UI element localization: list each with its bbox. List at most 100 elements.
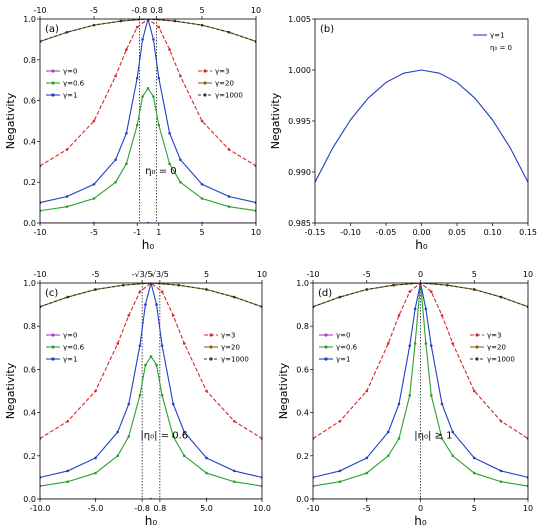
data-point xyxy=(152,38,155,41)
data-point xyxy=(472,471,476,475)
legend-note: η₀ = 0 xyxy=(490,44,512,52)
legend-entry: γ=0 xyxy=(319,332,350,340)
data-point xyxy=(232,419,236,423)
legend-marker xyxy=(51,345,55,349)
top-x-tick-label: √3/5 xyxy=(151,270,169,279)
legend-entry: γ=1000 xyxy=(470,356,515,364)
x-tick-label: 0.15 xyxy=(519,228,537,237)
data-point xyxy=(168,162,171,166)
data-point xyxy=(121,283,125,287)
legend-label: γ=20 xyxy=(215,80,234,88)
x-tick-label: 0.8 xyxy=(154,504,167,513)
data-point xyxy=(135,76,139,80)
data-point xyxy=(179,74,182,78)
panel-tag: (d) xyxy=(318,288,332,299)
series-group xyxy=(40,283,262,499)
series-line xyxy=(40,283,262,478)
data-point xyxy=(499,480,503,484)
legend-entry: γ=0.6 xyxy=(319,344,358,352)
data-point xyxy=(94,389,97,393)
y-tick-label: 1.005 xyxy=(288,15,311,24)
data-point xyxy=(152,95,155,98)
y-tick-label: 1.000 xyxy=(288,66,311,75)
x-tick-label: 1 xyxy=(156,228,161,237)
x-tick-label: -0.10 xyxy=(340,228,361,237)
legend-entry: γ=1 xyxy=(473,32,504,40)
x-tick-label: -0.05 xyxy=(376,228,397,237)
data-point xyxy=(338,419,342,423)
top-x-tick-label: 5 xyxy=(204,270,209,279)
data-point xyxy=(65,205,69,208)
series-line xyxy=(40,355,262,487)
annotation: |η₀| ≥ 1 xyxy=(414,431,452,442)
data-point xyxy=(424,342,428,345)
data-point xyxy=(386,430,390,434)
legend-entry: γ=0.6 xyxy=(46,80,85,88)
legend-label: γ=20 xyxy=(221,344,240,352)
y-axis-label: Negativity xyxy=(277,362,290,419)
data-point xyxy=(125,48,128,51)
legend-marker xyxy=(475,345,479,349)
data-point xyxy=(155,363,158,367)
legend-marker xyxy=(324,357,328,361)
y-tick-label: 0.6 xyxy=(23,97,36,106)
legend-marker xyxy=(51,93,55,97)
legend-entry: γ=1 xyxy=(319,356,350,364)
legend-entry: γ=3 xyxy=(204,332,235,340)
x-tick-label: -5 xyxy=(90,228,98,237)
legend-marker xyxy=(203,81,207,85)
y-tick-label: 0.2 xyxy=(23,178,36,187)
data-point xyxy=(200,182,204,186)
legend-entry: γ=1 xyxy=(46,356,77,364)
series-line xyxy=(40,283,262,308)
panel-tag: (a) xyxy=(45,24,59,35)
data-point xyxy=(155,303,158,306)
legend-label: γ=0.6 xyxy=(336,344,358,352)
legend-marker xyxy=(475,357,479,361)
y-tick-label: 0.995 xyxy=(288,117,311,126)
x-tick-label: -10.0 xyxy=(30,504,51,513)
data-point xyxy=(472,389,476,393)
top-x-tick-label: -10 xyxy=(33,270,46,279)
data-point xyxy=(386,342,390,345)
data-point xyxy=(232,295,236,299)
data-point xyxy=(119,19,123,23)
legend-label: γ=0.6 xyxy=(63,344,85,352)
x-tick-label: -0.8 xyxy=(134,504,150,513)
legend-label: γ=20 xyxy=(487,344,506,352)
legend-label: γ=1 xyxy=(336,356,350,364)
series-line xyxy=(313,283,528,478)
data-point xyxy=(440,437,444,440)
legend-marker xyxy=(475,333,479,337)
data-point xyxy=(205,288,208,291)
series-line xyxy=(313,283,528,308)
x-tick-label: -5.0 xyxy=(88,504,104,513)
data-point xyxy=(200,119,204,123)
legend-marker xyxy=(51,333,55,337)
data-point xyxy=(179,158,182,162)
data-point xyxy=(127,402,131,406)
data-point xyxy=(125,131,128,135)
plot-frame xyxy=(39,18,257,224)
legend-entry: γ=0 xyxy=(46,332,77,340)
legend-marker xyxy=(203,69,207,73)
legend-entry: γ=20 xyxy=(198,80,234,88)
data-point xyxy=(200,197,204,200)
top-x-tick-label: 0 xyxy=(418,270,423,279)
data-point xyxy=(232,469,236,473)
data-point xyxy=(92,23,96,27)
y-axis-label: Negativity xyxy=(4,92,17,149)
data-point xyxy=(397,437,401,440)
data-point xyxy=(472,288,476,291)
data-point xyxy=(173,19,177,23)
top-x-tick-label: 0.8 xyxy=(150,6,163,15)
data-point xyxy=(499,419,503,423)
data-point xyxy=(365,288,369,291)
data-point xyxy=(114,180,117,184)
legend-marker xyxy=(51,69,55,73)
data-point xyxy=(408,394,412,397)
data-point xyxy=(66,480,70,484)
data-point xyxy=(408,290,412,293)
panel-tag: (b) xyxy=(320,24,334,35)
